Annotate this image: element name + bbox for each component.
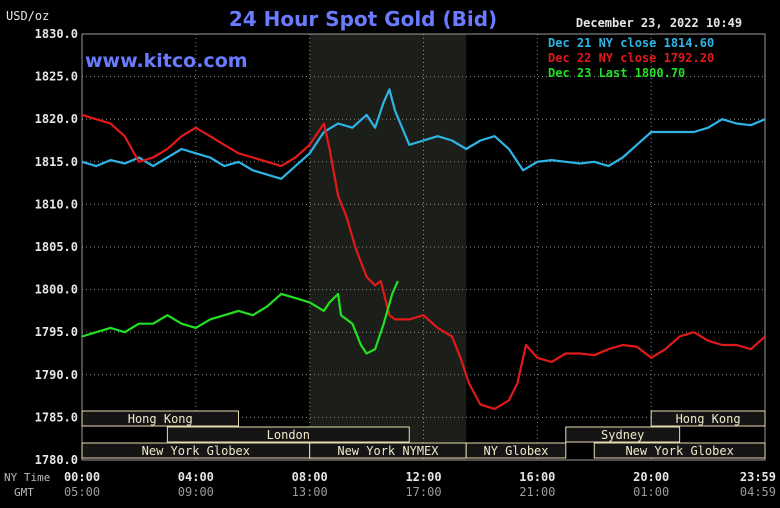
y-tick-label: 1790.0 [35, 368, 78, 382]
x-tick-label-ny: 16:00 [519, 470, 555, 484]
plot-border [81, 33, 766, 461]
chart-title: 24 Hour Spot Gold (Bid) [229, 7, 497, 31]
y-tick-label: 1830.0 [35, 27, 78, 41]
ny-time-label: NY Time [4, 471, 50, 484]
session-label: Sydney [601, 428, 644, 442]
series-layer [81, 88, 766, 410]
y-tick-label: 1825.0 [35, 70, 78, 84]
x-tick-label-gmt: 17:00 [405, 485, 441, 499]
series-line-0 [81, 88, 766, 180]
session-bar [81, 410, 240, 427]
session-label: Hong Kong [128, 412, 193, 426]
plot-frame [81, 33, 766, 461]
session-label: NY Globex [483, 444, 548, 458]
gmt-label: GMT [14, 486, 34, 499]
y-tick-label: 1815.0 [35, 155, 78, 169]
legend-item-dec22: Dec 22 NY close 1792.20 [548, 51, 714, 65]
y-tick-label: 1805.0 [35, 240, 78, 254]
grid-lines [82, 34, 765, 460]
y-tick-label: 1780.0 [35, 453, 78, 467]
x-tick-label-ny: 12:00 [405, 470, 441, 484]
legend: Dec 21 NY close 1814.60 Dec 22 NY close … [548, 36, 714, 80]
timestamp: December 23, 2022 10:49 [576, 16, 742, 30]
series-line-1 [81, 113, 766, 410]
nymex-session-shade [309, 34, 467, 460]
session-label: New York NYMEX [337, 444, 439, 458]
legend-item-dec23: Dec 23 Last 1800.70 [548, 66, 685, 80]
units-label: USD/oz [6, 9, 49, 23]
x-tick-label-ny: 04:00 [178, 470, 214, 484]
y-tick-label: 1820.0 [35, 112, 78, 126]
x-tick-label-gmt: 21:00 [519, 485, 555, 499]
x-tick-label-ny: 23:59 [740, 470, 776, 484]
session-label: Hong Kong [676, 412, 741, 426]
session-bar [565, 426, 681, 443]
y-tick-label: 1810.0 [35, 197, 78, 211]
y-tick-label: 1800.0 [35, 283, 78, 297]
x-tick-label-ny: 08:00 [292, 470, 328, 484]
x-tick-label-gmt: 01:00 [633, 485, 669, 499]
x-tick-label-gmt: 13:00 [292, 485, 328, 499]
series-line-2 [81, 280, 399, 355]
session-bar [593, 442, 766, 459]
session-bar [465, 442, 567, 459]
session-label: New York Globex [625, 444, 733, 458]
watermark: www.kitco.com [85, 50, 248, 72]
y-tick-label: 1795.0 [35, 325, 78, 339]
session-bar [650, 410, 766, 427]
x-tick-label-gmt: 09:00 [178, 485, 214, 499]
x-tick-label-ny: 20:00 [633, 470, 669, 484]
session-bars: Hong Kong Hong Kong London Sydney New York G… [81, 410, 766, 459]
x-tick-label-gmt: 05:00 [64, 485, 100, 499]
x-tick-label-gmt: 04:59 [740, 485, 776, 499]
y-axis-ticks: 1830.0 1825.0 1820.0 1815.0 1810.0 1805.0 1800… [35, 27, 78, 467]
y-tick-label: 1785.0 [35, 410, 78, 424]
session-label: New York Globex [142, 444, 250, 458]
session-bar [166, 426, 410, 443]
x-tick-label-ny: 00:00 [64, 470, 100, 484]
legend-item-dec21: Dec 21 NY close 1814.60 [548, 36, 714, 50]
session-label: London [267, 428, 310, 442]
